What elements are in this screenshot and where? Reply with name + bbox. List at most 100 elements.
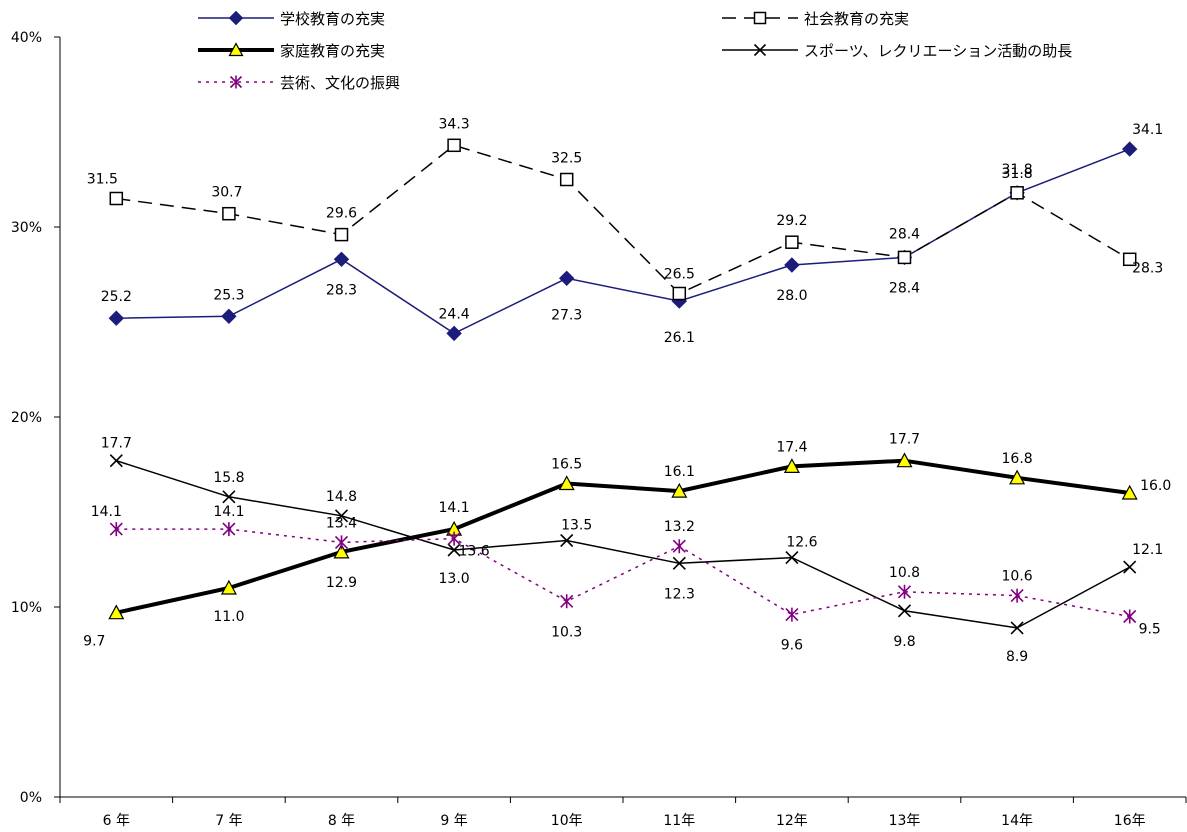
data-label: 28.0 xyxy=(776,288,807,304)
series-point xyxy=(108,310,125,326)
x-tick-label: 16年 xyxy=(1114,813,1146,829)
data-label: 14.1 xyxy=(91,504,122,520)
series-point xyxy=(1010,186,1024,200)
series-point xyxy=(447,138,461,153)
data-label: 14.8 xyxy=(326,489,357,505)
series-point xyxy=(222,522,236,537)
series-point xyxy=(560,533,574,548)
x-tick-label: 10年 xyxy=(551,813,583,829)
series-point xyxy=(333,543,350,559)
data-label: 26.5 xyxy=(664,267,695,283)
series-line xyxy=(116,148,1130,335)
series-point xyxy=(1010,621,1024,635)
legend-item: スポーツ、レクリエーション活動の助長 xyxy=(722,42,1072,60)
data-label: 12.1 xyxy=(1132,542,1163,558)
data-label: 14.1 xyxy=(439,500,470,516)
series-point xyxy=(1123,609,1137,624)
data-label: 13.4 xyxy=(326,515,357,531)
series-point xyxy=(753,43,767,57)
series-point xyxy=(221,308,237,325)
data-label: 24.4 xyxy=(439,306,470,322)
series-point xyxy=(897,604,912,618)
legend-item: 家庭教育の充実 xyxy=(198,42,385,60)
x-tick-label: 11年 xyxy=(663,813,695,829)
data-label: 12.3 xyxy=(664,586,695,602)
x-tick-label: 9 年 xyxy=(440,813,467,829)
series-point xyxy=(447,543,461,557)
series-point xyxy=(109,191,124,206)
legend-label: 芸術、文化の振興 xyxy=(280,74,400,92)
data-label: 8.9 xyxy=(1006,649,1028,665)
data-label: 16.0 xyxy=(1140,478,1171,494)
series-point xyxy=(334,509,349,523)
series-point xyxy=(897,250,912,265)
series-point xyxy=(222,490,236,504)
data-label: 16.5 xyxy=(551,457,582,473)
series-point xyxy=(1121,141,1138,157)
legend-label: スポーツ、レクリエーション活動の助長 xyxy=(804,42,1072,60)
y-tick-label: 0% xyxy=(20,790,42,806)
series-point xyxy=(672,556,686,570)
x-tick-label: 13年 xyxy=(889,813,921,829)
data-label: 17.4 xyxy=(776,439,807,455)
series-point xyxy=(785,607,799,622)
series-point xyxy=(897,584,912,599)
legend-label: 社会教育の充実 xyxy=(804,10,909,28)
series-point xyxy=(1009,469,1026,485)
data-label: 31.8 xyxy=(1002,162,1033,178)
data-label: 28.4 xyxy=(889,226,920,242)
y-tick-label: 40% xyxy=(11,30,42,46)
data-label: 30.7 xyxy=(211,185,242,201)
data-label: 27.3 xyxy=(551,307,582,323)
legend-item: 社会教育の充実 xyxy=(722,10,909,28)
series-line xyxy=(115,458,1130,615)
data-label: 10.6 xyxy=(1002,569,1033,585)
data-label: 25.3 xyxy=(213,287,244,303)
series-line xyxy=(116,528,1130,618)
series-point xyxy=(446,325,462,342)
x-tick-label: 6 年 xyxy=(103,813,130,829)
series-lines xyxy=(115,144,1131,629)
series-point xyxy=(222,206,236,221)
series-point xyxy=(784,257,800,273)
series-line xyxy=(116,459,1131,629)
series-point xyxy=(229,75,243,89)
series-point xyxy=(109,522,123,537)
x-tick-label: 7 年 xyxy=(215,813,242,829)
y-tick-label: 10% xyxy=(11,600,42,616)
series-point xyxy=(334,535,349,550)
axes: 0% 10% 20% 30% 40% 6 年 7 年 8 年 9 年 10年 11年 12年 13年 14… xyxy=(11,30,1187,829)
series-point xyxy=(560,594,574,609)
series-point xyxy=(333,251,350,268)
data-label: 16.8 xyxy=(1002,451,1033,467)
x-tick-label: 14年 xyxy=(1001,813,1033,829)
data-label: 31.8 xyxy=(1002,166,1033,182)
data-label: 31.5 xyxy=(87,172,118,188)
series-point xyxy=(334,227,349,242)
series-point xyxy=(109,454,123,468)
data-label: 25.2 xyxy=(101,289,132,305)
series-point xyxy=(228,42,244,57)
data-label: 29.2 xyxy=(776,213,807,229)
y-tick-label: 30% xyxy=(11,220,42,236)
data-label: 14.1 xyxy=(213,504,244,520)
data-label: 28.4 xyxy=(889,280,920,296)
series-point xyxy=(1121,484,1138,500)
legend-label: 学校教育の充実 xyxy=(280,10,385,28)
series-point xyxy=(558,270,575,287)
data-labels: 25.2 25.3 28.3 24.4 27.3 26.1 28.0 28.4 31.8 34.1… xyxy=(83,116,1171,665)
series-point xyxy=(671,482,688,498)
data-label: 17.7 xyxy=(889,432,920,448)
data-label: 16.1 xyxy=(664,464,695,480)
data-label: 28.3 xyxy=(1132,260,1163,276)
series-point xyxy=(558,475,575,491)
y-tick-label: 20% xyxy=(11,410,42,426)
data-label: 9.7 xyxy=(83,634,105,650)
data-label: 26.1 xyxy=(664,330,695,346)
data-label: 32.5 xyxy=(551,151,582,167)
data-label: 9.6 xyxy=(781,638,803,654)
legend-label: 家庭教育の充実 xyxy=(280,42,385,60)
series-point xyxy=(1122,252,1137,267)
data-label: 34.3 xyxy=(439,116,470,132)
